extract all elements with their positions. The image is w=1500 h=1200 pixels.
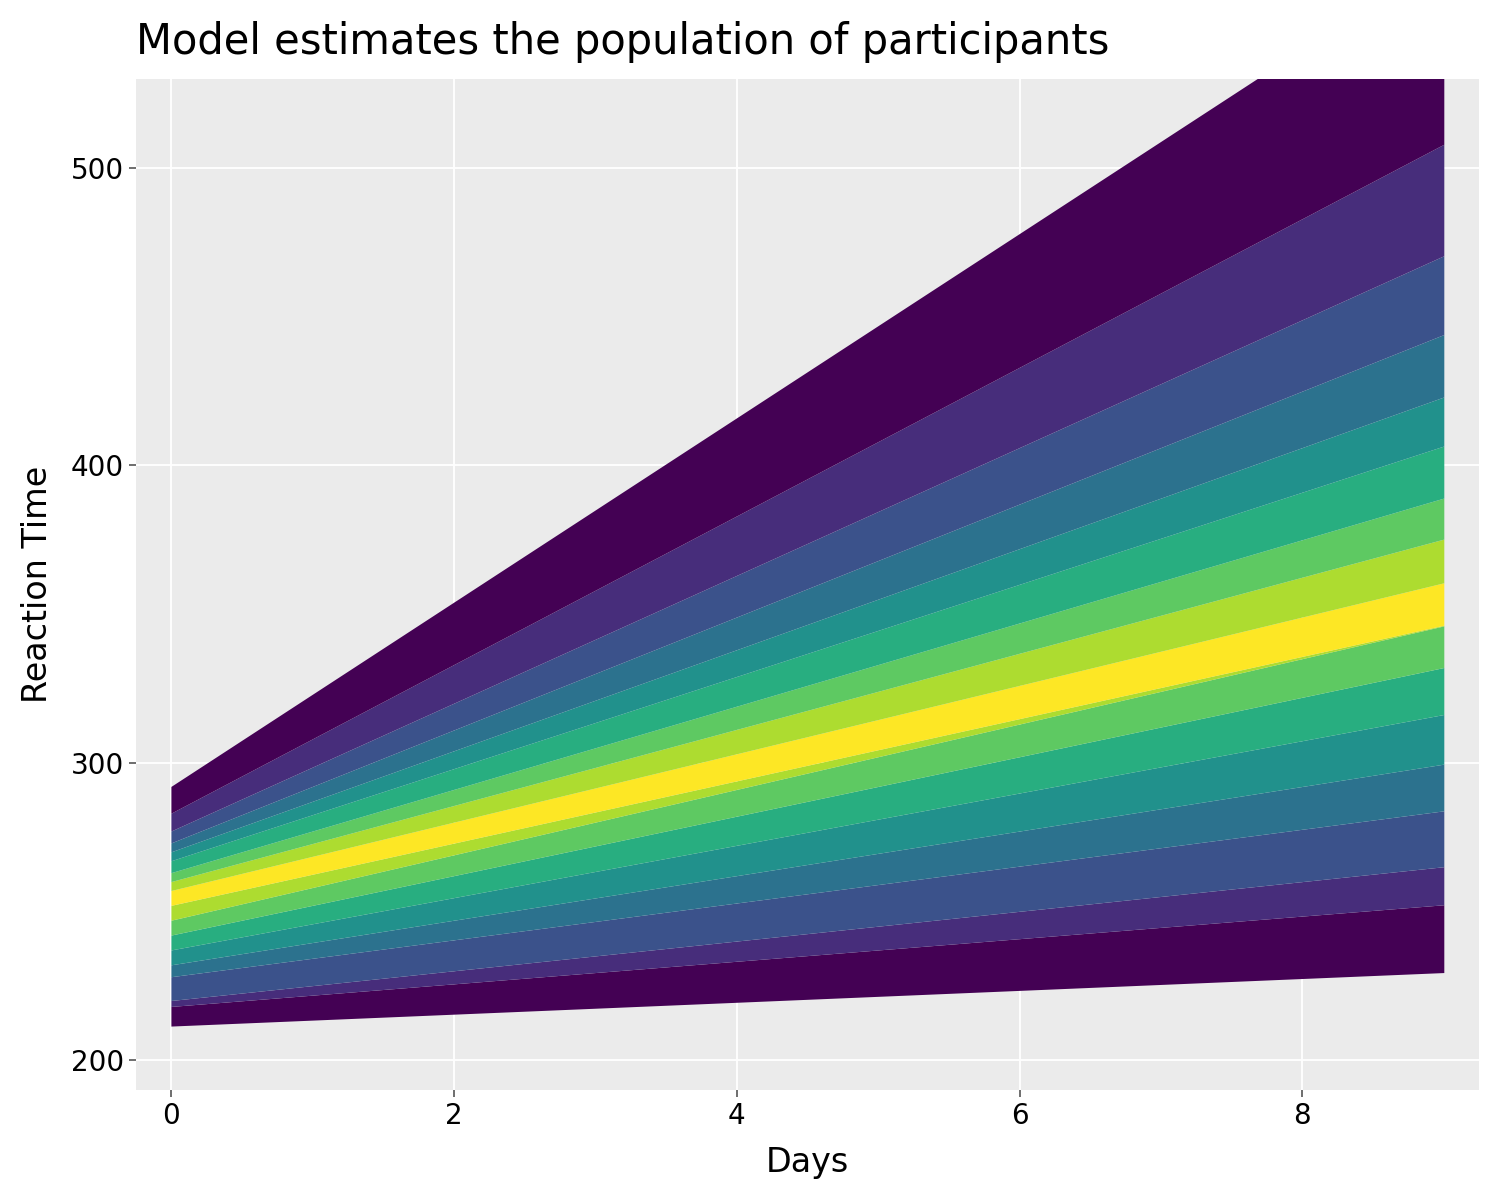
X-axis label: Days: Days	[765, 1146, 849, 1180]
Text: Model estimates the population of participants: Model estimates the population of partic…	[135, 20, 1108, 62]
Y-axis label: Reaction Time: Reaction Time	[21, 466, 54, 703]
